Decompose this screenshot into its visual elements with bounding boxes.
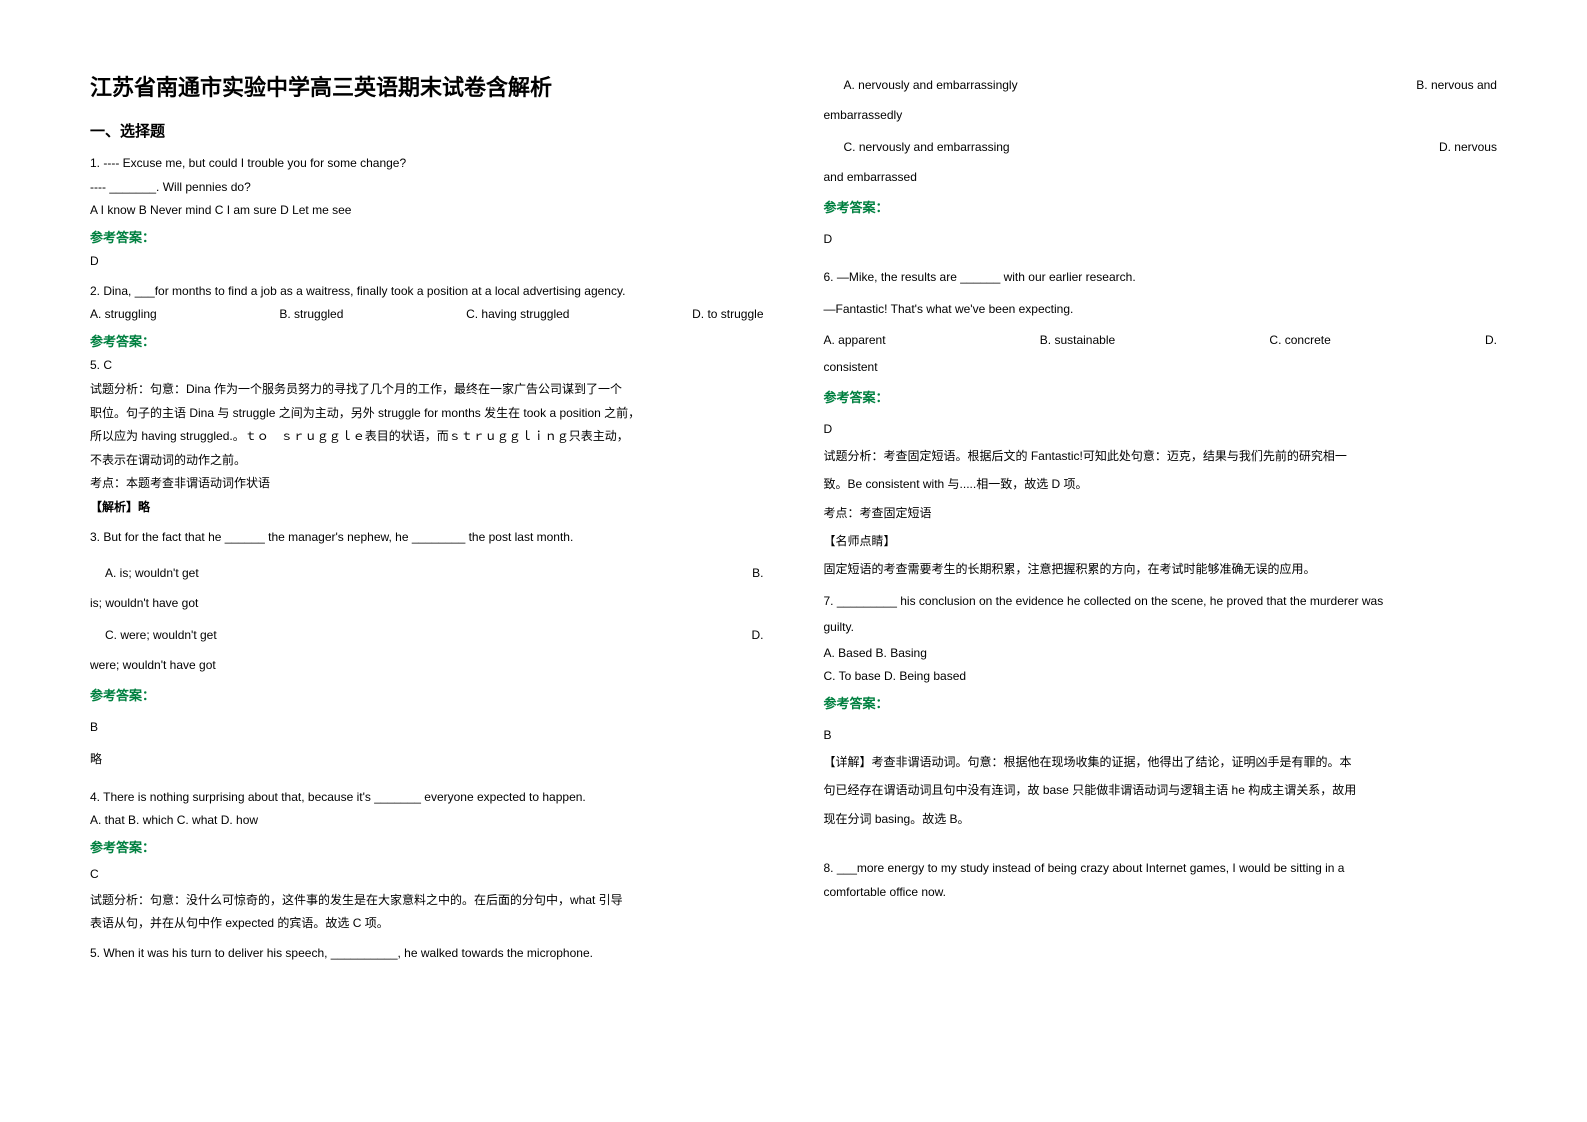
q6-analysis4: 【名师点睛】: [824, 528, 1498, 554]
answer-label: 参考答案：: [824, 196, 1498, 219]
q3-optA-row: A. is; wouldn't get B.: [90, 558, 764, 588]
q2-analysis2: 职位。句子的主语 Dina 与 struggle 之间为主动，另外 strugg…: [90, 403, 764, 425]
q1-line1: 1. ---- Excuse me, but could I trouble y…: [90, 153, 764, 175]
q6-analysis1: 试题分析：考查固定短语。根据后文的 Fantastic!可知此处句意：迈克，结果…: [824, 443, 1498, 469]
q7-opts1: A. Based B. Basing: [824, 643, 1498, 665]
spacer: [824, 411, 1498, 419]
q2-analysis4: 不表示在谓动词的动作之前。: [90, 450, 764, 472]
q8-line1: 8. ___more energy to my study instead of…: [824, 858, 1498, 880]
answer-label: 参考答案：: [90, 836, 764, 859]
question-3: 3. But for the fact that he ______ the m…: [90, 527, 764, 773]
q5-optD-label: D. nervous: [1362, 132, 1497, 162]
q6-optC: C. concrete: [1269, 330, 1330, 352]
q7-analysis3: 现在分词 basing。故选 B。: [824, 806, 1498, 832]
answer-label: 参考答案：: [90, 330, 764, 353]
spacer: [90, 779, 764, 787]
spacer: [824, 322, 1498, 330]
spacer: [824, 291, 1498, 299]
question-6: 6. —Mike, the results are ______ with ou…: [824, 267, 1498, 585]
q3-optB-label: B.: [629, 558, 764, 588]
q2-options: A. struggling B. struggled C. having str…: [90, 304, 764, 326]
q8-line2: comfortable office now.: [824, 882, 1498, 904]
q7-analysis2: 句已经存在谓语动词且句中没有连词，故 base 只能做非谓语动词与逻辑主语 he…: [824, 777, 1498, 803]
spacer: [824, 259, 1498, 267]
q5-answer: D: [824, 229, 1498, 251]
q4-line1: 4. There is nothing surprising about tha…: [90, 787, 764, 809]
q6-optD-text: consistent: [824, 352, 1498, 382]
spacer: [90, 550, 764, 558]
left-column: 江苏省南通市实验中学高三英语期末试卷含解析 一、选择题 1. ---- Excu…: [90, 70, 764, 1052]
q2-analysis5: 考点：本题考查非谓语动词作状语: [90, 473, 764, 495]
q3-line1: 3. But for the fact that he ______ the m…: [90, 527, 764, 549]
q5-optD: and embarrassed: [824, 162, 1498, 192]
question-8: 8. ___more energy to my study instead of…: [824, 858, 1498, 905]
question-5-continued: A. nervously and embarrassingly B. nervo…: [824, 70, 1498, 253]
q3-optB: is; wouldn't have got: [90, 588, 764, 618]
q1-answer: D: [90, 251, 764, 273]
q5-line1: 5. When it was his turn to deliver his s…: [90, 943, 764, 965]
question-2: 2. Dina, ___for months to find a job as …: [90, 281, 764, 521]
q3-optC: C. were; wouldn't get: [90, 620, 629, 650]
right-column: A. nervously and embarrassingly B. nervo…: [824, 70, 1498, 1052]
q6-analysis3: 考点：考查固定短语: [824, 500, 1498, 526]
q4-analysis2: 表语从句，并在从句中作 expected 的宾语。故选 C 项。: [90, 913, 764, 935]
q3-optC-row: C. were; wouldn't get D.: [90, 620, 764, 650]
q6-answer: D: [824, 419, 1498, 441]
q5-optA: A. nervously and embarrassingly: [824, 70, 1363, 100]
q4-options: A. that B. which C. what D. how: [90, 810, 764, 832]
q2-line1: 2. Dina, ___for months to find a job as …: [90, 281, 764, 303]
q2-optC: C. having struggled: [466, 304, 569, 326]
q6-analysis2: 致。Be consistent with 与.....相一致，故选 D 项。: [824, 471, 1498, 497]
answer-label: 参考答案：: [90, 684, 764, 707]
q1-line2: ---- _______. Will pennies do?: [90, 177, 764, 199]
question-5-start: 5. When it was his turn to deliver his s…: [90, 943, 764, 967]
q2-optD: D. to struggle: [692, 304, 763, 326]
q5-optC-row: C. nervously and embarrassing D. nervous: [824, 132, 1498, 162]
q3-analysis: 略: [90, 749, 764, 771]
answer-label: 参考答案：: [824, 386, 1498, 409]
q5-optB-label: B. nervous and: [1362, 70, 1497, 100]
q7-line1: 7. _________ his conclusion on the evide…: [824, 591, 1498, 613]
q2-optB: B. struggled: [279, 304, 343, 326]
answer-label: 参考答案：: [90, 226, 764, 249]
q7-line2: guilty.: [824, 614, 1498, 640]
q2-answer: 5. C: [90, 355, 764, 377]
q6-optB: B. sustainable: [1040, 330, 1115, 352]
q5-optA-row: A. nervously and embarrassingly B. nervo…: [824, 70, 1498, 100]
q3-answer: B: [90, 717, 764, 739]
q4-answer: C: [90, 861, 764, 887]
q5-optB: embarrassedly: [824, 100, 1498, 130]
q6-line1: 6. —Mike, the results are ______ with ou…: [824, 267, 1498, 289]
q7-analysis1: 【详解】考查非谓语动词。句意：根据他在现场收集的证据，他得出了结论，证明凶手是有…: [824, 749, 1498, 775]
q2-analysis1: 试题分析：句意：Dina 作为一个服务员努力的寻找了几个月的工作，最终在一家广告…: [90, 379, 764, 401]
spacer: [90, 709, 764, 717]
spacer: [824, 717, 1498, 725]
answer-label: 参考答案：: [824, 692, 1498, 715]
q2-optA: A. struggling: [90, 304, 157, 326]
question-4: 4. There is nothing surprising about tha…: [90, 787, 764, 937]
document-title: 江苏省南通市实验中学高三英语期末试卷含解析: [90, 70, 764, 102]
section-heading: 一、选择题: [90, 120, 764, 141]
spacer: [824, 221, 1498, 229]
q2-analysis3: 所以应为 having struggled.。ｔｏ ｓｒｕｇｇｌｅ表目的状语，而…: [90, 426, 764, 448]
question-7: 7. _________ his conclusion on the evide…: [824, 591, 1498, 834]
q3-optD: were; wouldn't have got: [90, 650, 764, 680]
q7-opts2: C. To base D. Being based: [824, 666, 1498, 688]
q3-optA: A. is; wouldn't get: [90, 558, 629, 588]
q4-analysis1: 试题分析：句意：没什么可惊奇的，这件事的发生是在大家意料之中的。在后面的分句中，…: [90, 890, 764, 912]
q6-analysis5: 固定短语的考查需要考生的长期积累，注意把握积累的方向，在考试时能够准确无误的应用…: [824, 556, 1498, 582]
q1-options: A I know B Never mind C I am sure D Let …: [90, 200, 764, 222]
spacer: [90, 741, 764, 749]
question-1: 1. ---- Excuse me, but could I trouble y…: [90, 153, 764, 275]
q6-optD: D.: [1485, 330, 1497, 352]
q6-optA: A. apparent: [824, 330, 886, 352]
spacer: [824, 840, 1498, 858]
q6-line2: —Fantastic! That's what we've been expec…: [824, 299, 1498, 321]
q6-options-row: A. apparent B. sustainable C. concrete D…: [824, 330, 1498, 352]
q3-optD-label: D.: [629, 620, 764, 650]
q2-analysis6: 【解析】略: [90, 497, 764, 519]
q7-answer: B: [824, 725, 1498, 747]
q5-optC: C. nervously and embarrassing: [824, 132, 1363, 162]
